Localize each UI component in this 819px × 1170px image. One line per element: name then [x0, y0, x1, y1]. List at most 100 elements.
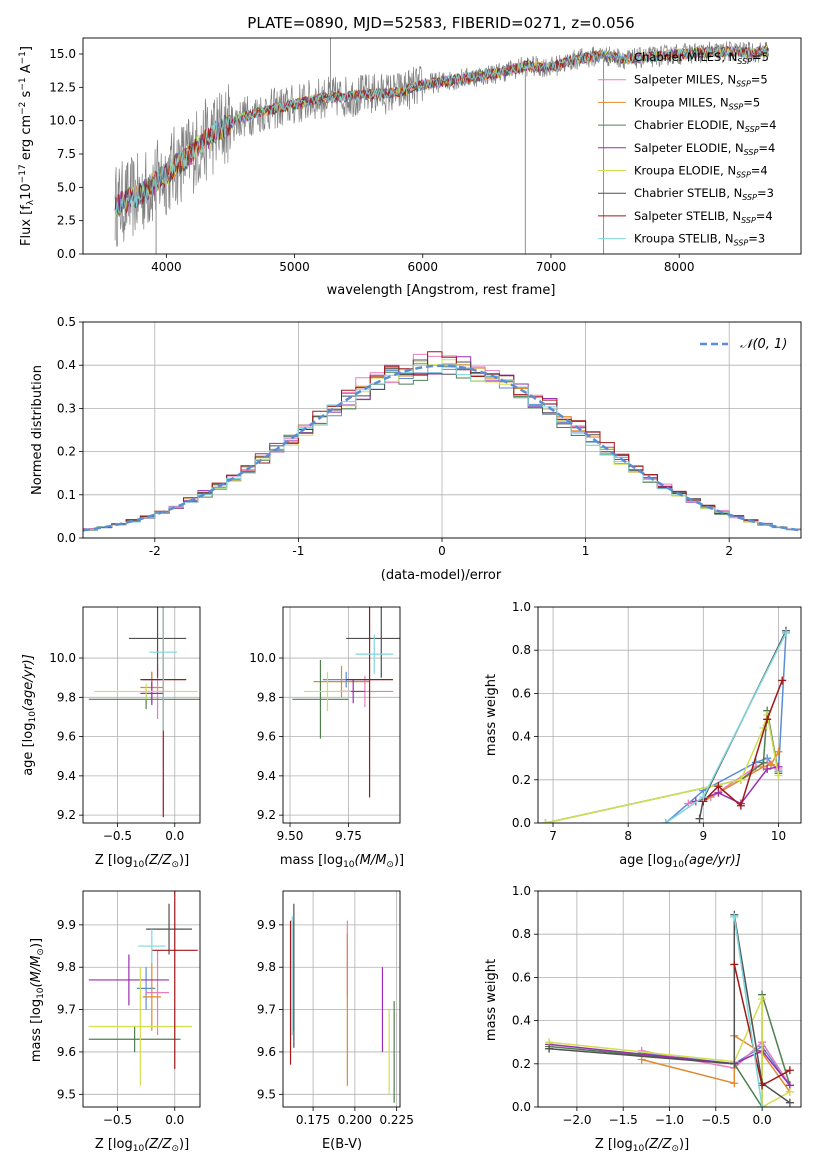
x-tick-label: −0.5	[103, 829, 132, 843]
x-tick-label: 8000	[664, 260, 695, 274]
mass-age-panel: 9.50 9.75 9.2 9.4 9.6 9.8 10.0	[249, 606, 401, 843]
y-tick-label: 9.7	[57, 1003, 76, 1017]
axes-frame	[537, 890, 802, 1108]
x-tick-label: 9	[699, 829, 707, 843]
y-tick-label: 0.4	[57, 358, 76, 372]
y-tick-label: 0.2	[512, 1057, 531, 1071]
y-tick-label: 9.5	[57, 1087, 76, 1101]
weight-marker	[774, 771, 783, 780]
weight-marker	[730, 960, 739, 969]
y-tick-label: 0.1	[57, 488, 76, 502]
x-tick-label: 0.0	[753, 1113, 772, 1127]
legend-entry: Chabrier STELIB, NSSP=3	[634, 186, 774, 202]
y-tick-label: 7.5	[57, 147, 76, 161]
legend-entry: Chabrier MILES, NSSP=5	[634, 50, 769, 66]
weight-marker	[730, 1079, 739, 1088]
ebv-mass-x-label: E(B-V)	[322, 1137, 362, 1152]
weight-marker	[785, 1087, 794, 1096]
legend-entry: Kroupa ELODIE, NSSP=4	[634, 164, 768, 180]
age-weight-panel: 7 8 9 10 0.0 0.2 0.4 0.6 0.8 1.0	[512, 600, 802, 843]
weight-marker	[758, 995, 767, 1003]
weight-marker	[699, 793, 708, 802]
axes-frame	[282, 606, 401, 824]
spectrum-legend: Chabrier MILES, NSSP=5 Salpeter MILES, NS…	[598, 50, 776, 248]
x-tick-label: 0.200	[338, 1113, 372, 1127]
mass-age-x-label: mass [log10(M/M⊙)]	[280, 853, 404, 870]
x-tick-label: 0	[438, 544, 446, 558]
axes-frame	[537, 606, 802, 824]
residuals-legend: 𝒩(0, 1)	[700, 337, 787, 352]
weight-line	[549, 1043, 791, 1086]
legend-entry: Salpeter ELODIE, NSSP=4	[634, 141, 775, 157]
y-tick-label: 0.6	[512, 686, 531, 700]
y-tick-label: 0.5	[57, 315, 76, 329]
y-tick-label: 9.4	[257, 769, 276, 783]
y-tick-label: 9.9	[57, 918, 76, 932]
y-tick-label: 10.0	[249, 651, 276, 665]
age-weight-y-label: mass weight	[484, 674, 499, 756]
y-tick-label: 12.5	[49, 80, 76, 94]
y-tick-label: 9.6	[57, 1045, 76, 1059]
y-tick-label: 9.2	[257, 808, 276, 822]
weight-line	[665, 632, 787, 823]
y-tick-label: 1.0	[512, 884, 531, 898]
z-mass-x-label: Z [log10(Z/Z⊙)]	[95, 1137, 189, 1154]
weight-marker	[778, 676, 787, 685]
axes-frame	[82, 37, 802, 255]
y-tick-label: 9.8	[57, 960, 76, 974]
y-tick-label: 10.0	[49, 651, 76, 665]
y-tick-label: 0.8	[512, 927, 531, 941]
weight-marker	[545, 1044, 554, 1053]
z-age-panel: −0.5 0.0 9.2 9.4 9.6 9.8 10.0	[49, 606, 201, 843]
residuals-panel: -2 -1 0 1 2 0.0 0.1 0.2 0.3 0.4 0.5	[57, 315, 802, 558]
weight-line	[665, 632, 787, 823]
y-tick-label: 10.0	[49, 114, 76, 128]
x-tick-label: −0.5	[701, 1113, 730, 1127]
y-tick-label: 9.6	[257, 730, 276, 744]
spectrum-x-label: wavelength [Angstrom, rest frame]	[327, 283, 556, 298]
x-tick-label: 9.50	[277, 829, 304, 843]
legend-entry: Kroupa MILES, NSSP=5	[634, 95, 760, 111]
weight-marker	[736, 801, 745, 810]
ebv-mass-panel: 0.175 0.200 0.225 9.5 9.6 9.7 9.8 9.9	[257, 890, 414, 1127]
x-tick-label: 0.0	[165, 1113, 184, 1127]
y-tick-label: 0.0	[512, 816, 531, 830]
y-tick-label: 0.4	[512, 1014, 531, 1028]
y-tick-label: 0.2	[512, 773, 531, 787]
y-tick-label: 0.0	[57, 531, 76, 545]
weight-marker	[781, 628, 790, 637]
x-tick-label: 5000	[279, 260, 310, 274]
y-tick-label: 9.4	[57, 769, 76, 783]
y-tick-label: 9.6	[57, 730, 76, 744]
axes-frame	[82, 321, 802, 539]
age-weight-x-label: age [log10(age/yr)]	[619, 853, 741, 870]
y-tick-label: 5.0	[57, 180, 76, 194]
x-tick-label: 8	[624, 829, 632, 843]
weight-marker	[541, 819, 550, 823]
y-tick-label: 0.8	[512, 643, 531, 657]
weight-marker	[763, 715, 772, 724]
y-tick-label: 2.5	[57, 214, 76, 228]
y-tick-label: 9.8	[57, 690, 76, 704]
y-tick-label: 0.2	[57, 445, 76, 459]
y-tick-label: 15.0	[49, 47, 76, 61]
x-tick-label: 2	[725, 544, 733, 558]
x-tick-label: 7	[549, 829, 557, 843]
y-tick-label: 9.2	[57, 808, 76, 822]
residuals-x-label: (data-model)/error	[381, 568, 502, 583]
residuals-y-label: Normed distribution	[30, 365, 45, 495]
y-tick-label: 9.7	[257, 1003, 276, 1017]
figure-title: PLATE=0890, MJD=52583, FIBERID=0271, z=0…	[247, 14, 634, 32]
axes-frame	[82, 890, 201, 1108]
weight-marker	[714, 782, 723, 791]
spectrum-y-label: Flux [fλ10−17 erg cm−2 s−1 A−1]	[18, 46, 36, 246]
weight-marker	[661, 819, 670, 823]
x-tick-label: −1.0	[655, 1113, 684, 1127]
z-age-x-label: Z [log10(Z/Z⊙)]	[95, 853, 189, 870]
weight-marker	[758, 1103, 767, 1107]
legend-entry: Kroupa STELIB, NSSP=3	[634, 232, 765, 248]
y-tick-label: 1.0	[512, 600, 531, 614]
x-tick-label: 1	[582, 544, 590, 558]
legend-entry: Chabrier ELODIE, NSSP=4	[634, 118, 776, 134]
weight-marker	[785, 1066, 794, 1075]
